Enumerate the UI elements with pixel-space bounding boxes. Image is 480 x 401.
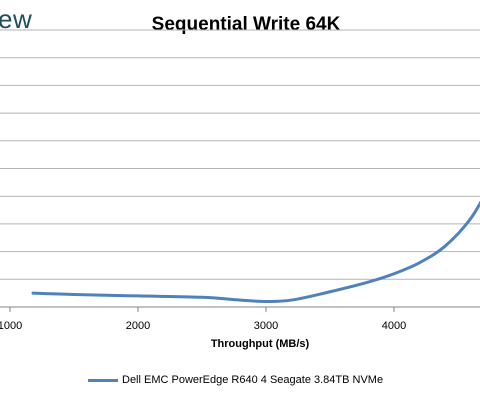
x-tick-label: 2000 <box>126 320 150 332</box>
x-tick-label: 3000 <box>254 320 278 332</box>
x-tick-label: 4000 <box>382 320 406 332</box>
legend: Dell EMC PowerEdge R640 4 Seagate 3.84TB… <box>88 374 383 386</box>
x-axis-label: Throughput (MB/s) <box>210 338 310 350</box>
series-line <box>31 200 480 303</box>
logo: ew <box>0 4 33 34</box>
legend-label: Dell EMC PowerEdge R640 4 Seagate 3.84TB… <box>122 374 384 386</box>
legend-swatch <box>88 378 118 382</box>
x-tick-label: 1000 <box>0 320 22 332</box>
